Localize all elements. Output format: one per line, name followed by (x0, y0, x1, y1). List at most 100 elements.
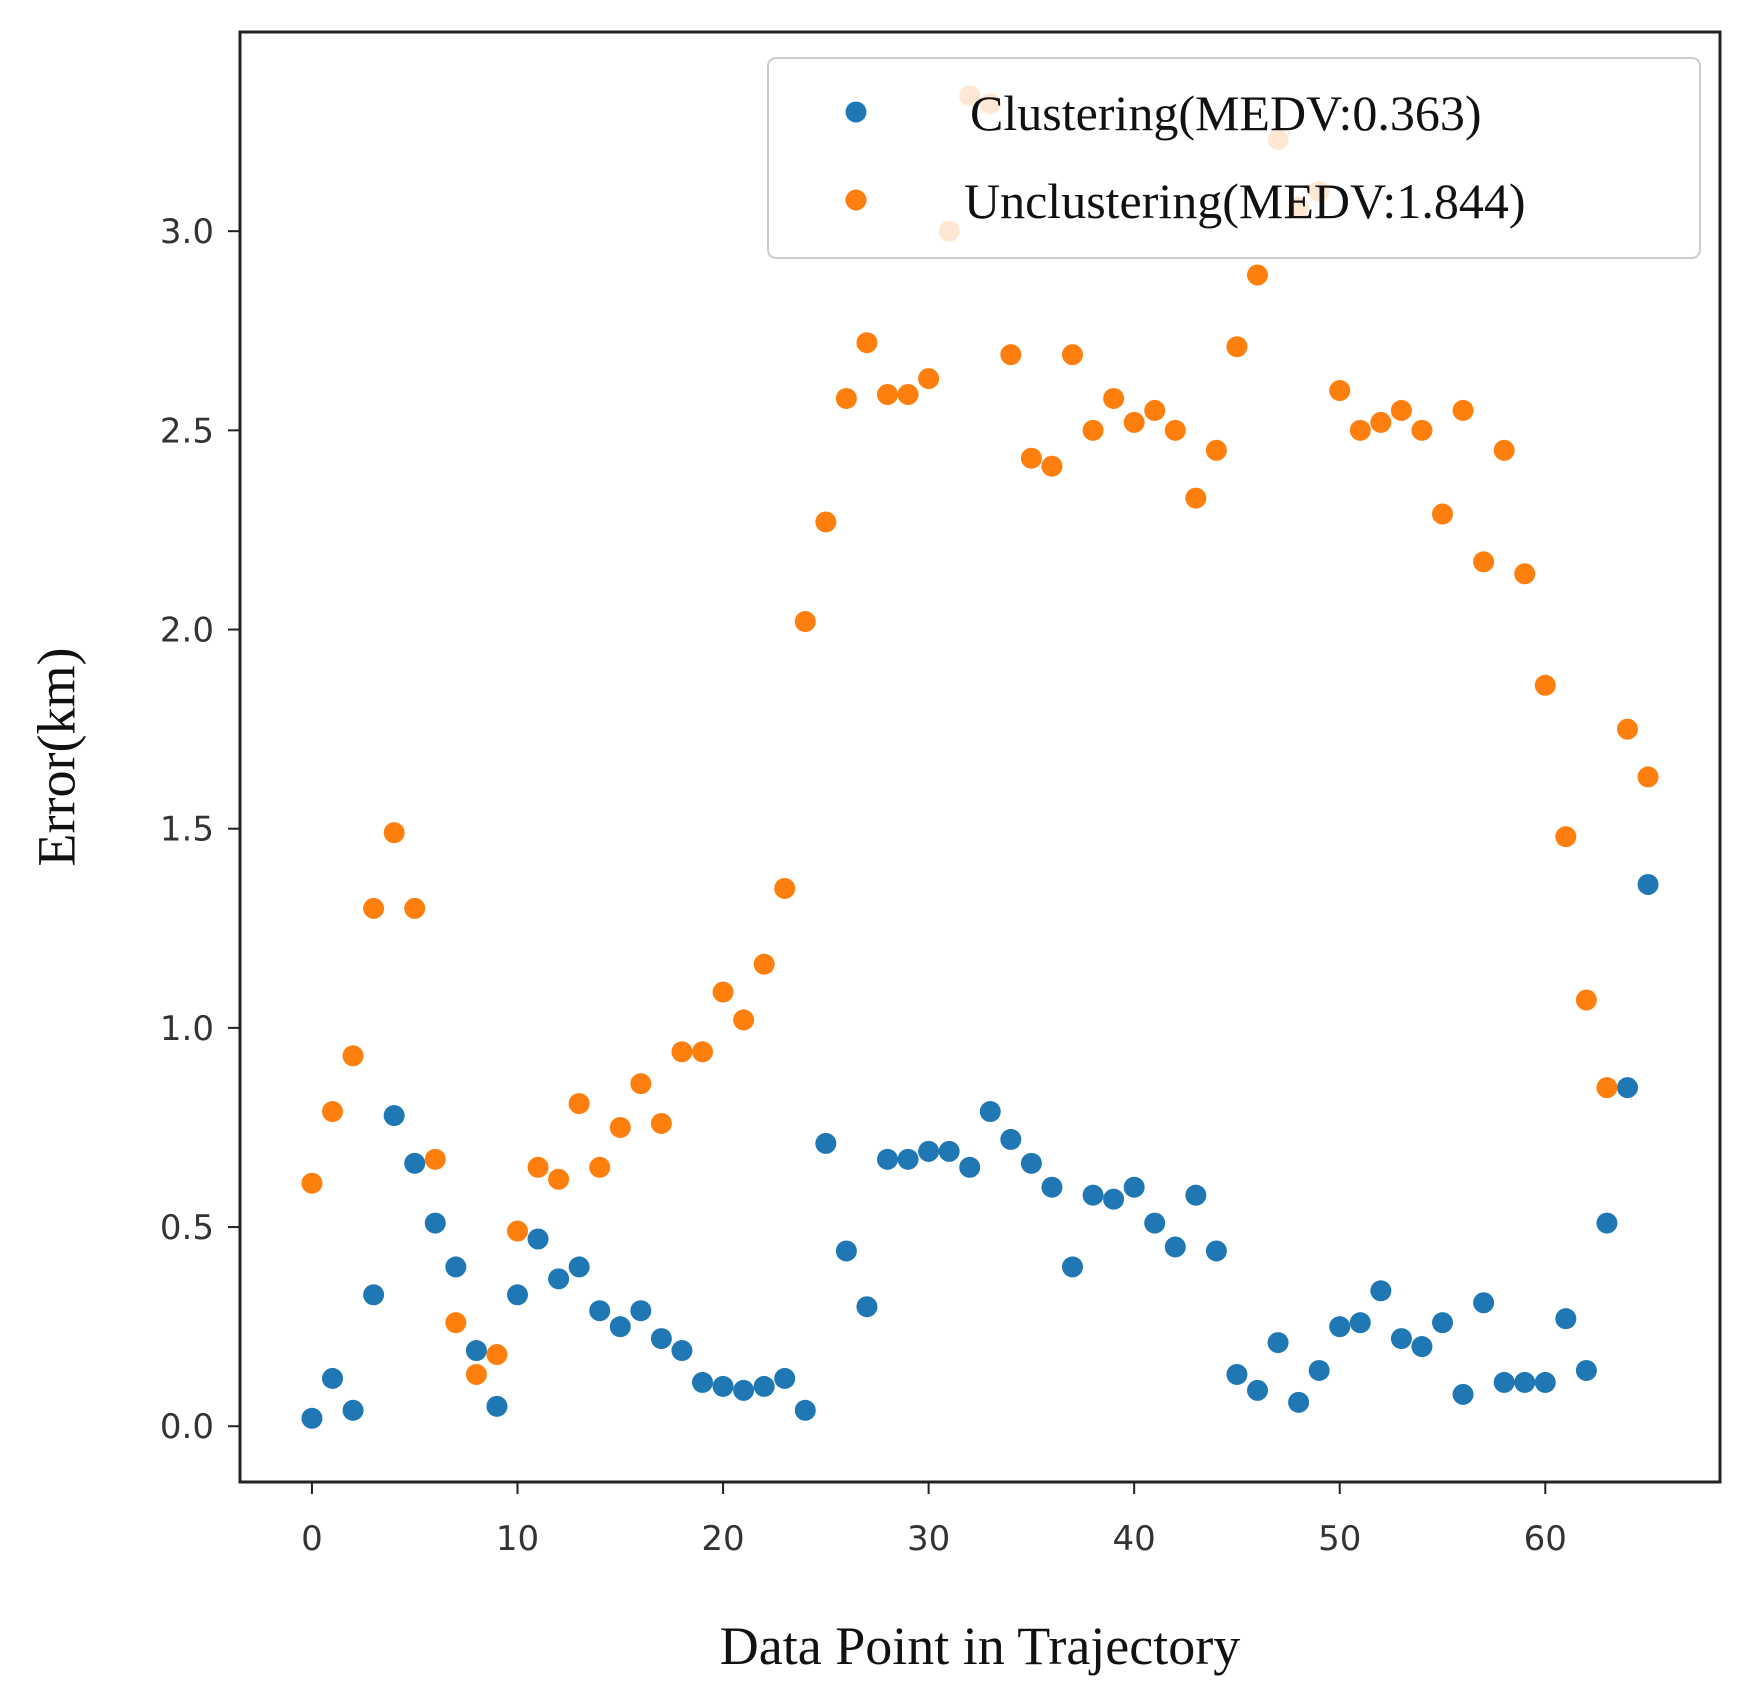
legend-marker-clustering (845, 101, 867, 123)
data-point-clustering (1103, 1188, 1125, 1210)
data-point-unclustering (1514, 563, 1536, 585)
data-point-clustering (897, 1148, 919, 1170)
data-point-unclustering (1144, 399, 1166, 421)
data-point-clustering (1185, 1184, 1207, 1206)
y-tick-label: 3.0 (160, 212, 214, 252)
data-point-unclustering (1432, 503, 1453, 525)
data-point-unclustering (589, 1156, 611, 1178)
data-point-clustering (589, 1300, 611, 1322)
data-point-clustering (794, 1399, 816, 1421)
data-point-clustering (342, 1399, 364, 1421)
data-point-unclustering (1329, 380, 1351, 402)
data-point-unclustering (486, 1344, 508, 1366)
data-point-unclustering (1205, 439, 1227, 461)
x-tick-label: 0 (301, 1519, 323, 1559)
data-point-unclustering (918, 368, 940, 390)
data-point-clustering (445, 1256, 467, 1278)
data-point-unclustering (692, 1041, 713, 1063)
data-point-unclustering (1103, 387, 1125, 409)
data-point-clustering (609, 1316, 631, 1338)
x-tick-label: 10 (496, 1519, 539, 1559)
data-point-clustering (1247, 1379, 1268, 1401)
data-point-clustering (548, 1268, 570, 1290)
data-point-unclustering (1082, 419, 1104, 441)
data-point-clustering (630, 1300, 652, 1322)
x-tick-label: 60 (1524, 1519, 1567, 1559)
data-point-clustering (692, 1371, 713, 1393)
x-tick-label: 20 (701, 1519, 744, 1559)
data-point-unclustering (527, 1156, 549, 1178)
data-point-clustering (1432, 1312, 1453, 1334)
data-point-clustering (1534, 1371, 1556, 1393)
data-point-clustering (486, 1395, 508, 1417)
data-point-clustering (1349, 1312, 1371, 1334)
data-point-clustering (1308, 1359, 1330, 1381)
legend-label-clustering: Clustering(MEDV:0.363) (970, 85, 1482, 141)
data-point-unclustering (733, 1009, 755, 1031)
x-axis-title: Data Point in Trajectory (720, 1616, 1240, 1676)
data-point-unclustering (630, 1073, 652, 1095)
plot-frame (238, 30, 1722, 1484)
data-point-unclustering (1452, 399, 1474, 421)
data-point-clustering (424, 1212, 446, 1234)
data-point-unclustering (548, 1168, 570, 1190)
data-point-unclustering (1411, 419, 1433, 441)
data-point-unclustering (424, 1148, 446, 1170)
data-point-unclustering (794, 611, 816, 633)
ticks-layer: 0 10 20 30 40 50 60 0.0 0.5 1.0 1.5 2.0 2.5 3.0 (160, 212, 1567, 1559)
data-point-clustering (363, 1284, 385, 1306)
data-point-unclustering (753, 953, 775, 975)
data-point-clustering (1000, 1128, 1022, 1150)
data-point-unclustering (1493, 439, 1515, 461)
data-point-unclustering (342, 1045, 364, 1067)
data-point-clustering (815, 1132, 837, 1154)
data-point-unclustering (1041, 455, 1063, 477)
data-point-unclustering (1575, 989, 1597, 1011)
y-tick-label: 0.5 (160, 1208, 214, 1248)
data-point-clustering (1575, 1359, 1597, 1381)
data-point-clustering (753, 1375, 775, 1397)
data-point-clustering (1370, 1280, 1392, 1302)
data-point-clustering (404, 1152, 426, 1174)
data-point-clustering (979, 1101, 1001, 1123)
data-point-unclustering (835, 387, 857, 409)
data-point-unclustering (712, 981, 734, 1003)
data-point-clustering (1514, 1371, 1536, 1393)
data-point-unclustering (383, 822, 405, 844)
data-points-layer (301, 85, 1659, 1429)
data-point-clustering (1493, 1371, 1515, 1393)
data-point-unclustering (1247, 264, 1268, 286)
data-point-clustering (1267, 1332, 1289, 1354)
data-point-clustering (1596, 1212, 1618, 1234)
data-point-clustering (774, 1367, 796, 1389)
data-point-unclustering (1123, 411, 1145, 433)
legend: Clustering(MEDV:0.363) Unclustering(MEDV… (767, 57, 1701, 259)
legend-marker-unclustering (845, 189, 867, 211)
data-point-clustering (835, 1240, 857, 1262)
data-point-clustering (1205, 1240, 1227, 1262)
data-point-clustering (856, 1296, 878, 1318)
data-point-clustering (1390, 1328, 1412, 1350)
data-point-clustering (1062, 1256, 1083, 1278)
data-point-clustering (568, 1256, 590, 1278)
data-point-unclustering (1390, 399, 1412, 421)
data-point-clustering (383, 1105, 405, 1127)
legend-box (767, 57, 1701, 259)
data-point-unclustering (1637, 766, 1659, 788)
data-point-unclustering (1062, 344, 1083, 366)
data-point-clustering (1555, 1308, 1577, 1330)
data-point-clustering (1452, 1383, 1474, 1405)
data-point-clustering (322, 1367, 343, 1389)
data-point-clustering (1020, 1152, 1042, 1174)
data-point-unclustering (404, 897, 426, 919)
data-point-unclustering (1617, 718, 1638, 740)
data-point-unclustering (568, 1093, 590, 1115)
data-point-unclustering (507, 1220, 528, 1242)
data-point-unclustering (897, 384, 919, 405)
data-point-unclustering (1000, 344, 1022, 366)
data-point-clustering (671, 1340, 693, 1362)
data-point-clustering (1164, 1236, 1186, 1258)
x-tick-label: 50 (1318, 1519, 1361, 1559)
